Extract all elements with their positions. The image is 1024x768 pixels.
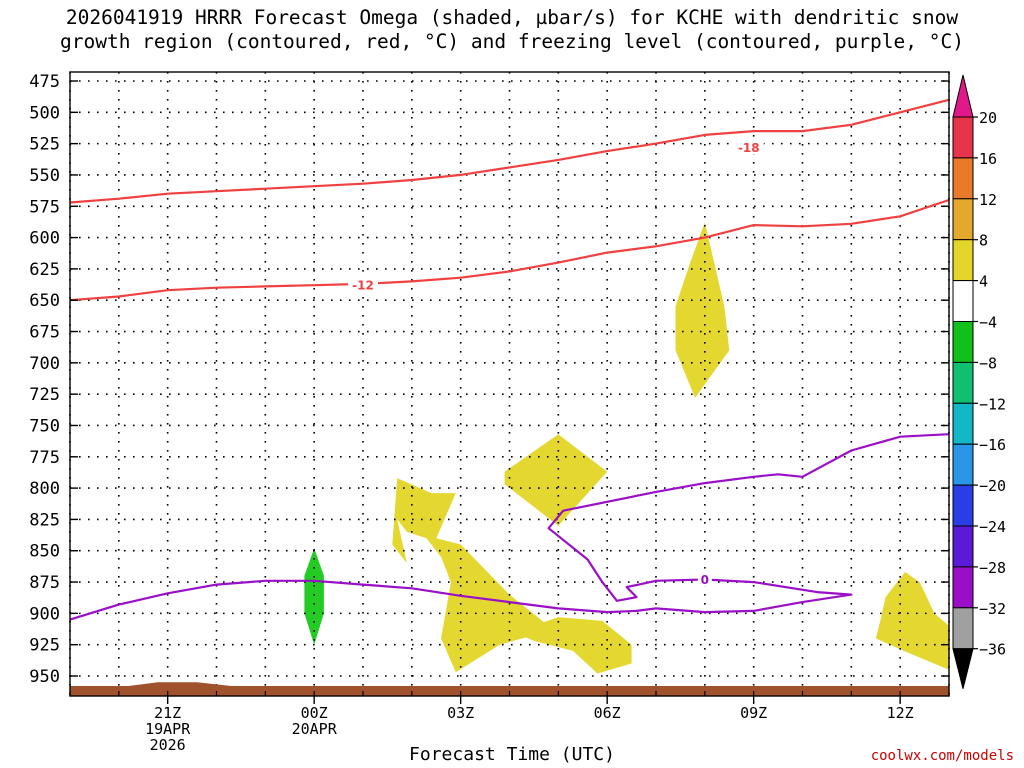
y-tick-label-575: 575	[29, 197, 60, 217]
dgz_-12-line	[69, 198, 950, 302]
freezing_0-label-bg	[697, 572, 712, 587]
colorbar-swatch-9	[952, 484, 974, 527]
x-tick-label-33-0: 09Z	[740, 704, 767, 722]
colorbar-label-7: −12	[979, 395, 1006, 413]
colorbar-bottom-arrow	[952, 648, 974, 689]
dgz_-12-label-bg	[348, 278, 378, 293]
x-tick-label-30-0: 06Z	[594, 704, 621, 722]
x-tick-label-21-0: 21Z	[154, 704, 181, 722]
colorbar-label-4: 4	[979, 273, 988, 291]
colorbar-swatch-11	[952, 566, 974, 609]
colorbar-label-1: 16	[979, 150, 997, 168]
y-tick-label-650: 650	[29, 291, 60, 311]
colorbar: 20 16 12 8 4 −4 −8 −12 −16 −20 −24 −28 −32 −36	[952, 74, 1006, 689]
y-tick-label-675: 675	[29, 323, 60, 343]
colorbar-label-11: −28	[979, 559, 1006, 577]
y-tick-label-475: 475	[29, 72, 60, 92]
dgz_-18-label: -18	[738, 141, 760, 155]
x-tick-label-36-0: 12Z	[887, 704, 914, 722]
y-tick-label-900: 900	[29, 604, 60, 624]
colorbar-label-10: −24	[979, 518, 1006, 536]
x-axis-label: Forecast Time (UTC)	[409, 744, 615, 765]
colorbar-label-12: −32	[979, 600, 1006, 618]
colorbar-label-3: 8	[979, 232, 988, 250]
contour-layer: -18 -12 0	[69, 98, 950, 621]
y-tick-label-775: 775	[29, 448, 60, 468]
dgz_-12-label: -12	[352, 279, 374, 293]
y-tick-label-750: 750	[29, 416, 60, 436]
colorbar-swatch-1	[952, 157, 974, 200]
y-tick-label-500: 500	[29, 103, 60, 123]
x-tick-label-21-1: 19APR	[145, 720, 191, 738]
chart-title-line2: growth region (contoured, red, °C) and f…	[60, 30, 964, 53]
y-tick-label-850: 850	[29, 542, 60, 562]
terrain-layer	[70, 682, 949, 696]
chart-title: 2026041919 HRRR Forecast Omega (shaded, …	[0, 6, 1024, 54]
colorbar-swatch-7	[952, 402, 974, 445]
axes-layer: 475 500 525 550 575 600 625 650 675 700 725 750 775 8…	[29, 71, 950, 754]
omega_pos_1	[392, 478, 554, 673]
omega_neg_1	[304, 548, 324, 645]
colorbar-swatch-2	[952, 198, 974, 241]
colorbar-swatch-6	[952, 361, 974, 404]
y-tick-label-925: 925	[29, 636, 60, 656]
freezing_0-line	[69, 433, 950, 621]
y-tick-label-550: 550	[29, 166, 60, 186]
y-tick-label-875: 875	[29, 573, 60, 593]
y-tick-label-800: 800	[29, 479, 60, 499]
credit-text: coolwx.com/models	[870, 748, 1014, 764]
colorbar-swatch-4	[952, 280, 974, 323]
omega_pos_4	[675, 222, 730, 398]
x-tick-label-24-0: 00Z	[301, 704, 328, 722]
y-tick-label-525: 525	[29, 135, 60, 155]
colorbar-label-8: −16	[979, 436, 1006, 454]
colorbar-label-9: −20	[979, 477, 1006, 495]
y-tick-label-825: 825	[29, 510, 60, 530]
omega-shading-layer	[304, 222, 949, 674]
y-tick-label-625: 625	[29, 260, 60, 280]
omega_pos_5	[875, 572, 949, 670]
omega_pos_2	[504, 434, 608, 526]
colorbar-top-arrow	[952, 74, 974, 118]
x-tick-label-24-1: 20APR	[292, 720, 338, 738]
x-tick-label-21-2: 2026	[150, 736, 186, 754]
freezing_0-label: 0	[701, 573, 709, 587]
colorbar-swatch-12	[952, 607, 974, 650]
y-tick-label-600: 600	[29, 229, 60, 249]
y-tick-label-725: 725	[29, 385, 60, 405]
colorbar-label-2: 12	[979, 191, 997, 209]
chart-title-line1: 2026041919 HRRR Forecast Omega (shaded, …	[65, 6, 959, 29]
dgz_-18-label-bg	[733, 140, 764, 155]
colorbar-swatch-5	[952, 321, 974, 363]
colorbar-swatch-10	[952, 525, 974, 568]
y-tick-label-950: 950	[29, 667, 60, 687]
y-tick-label-700: 700	[29, 354, 60, 374]
terrain-fill	[70, 682, 949, 696]
colorbar-swatch-3	[952, 239, 974, 282]
colorbar-label-0: 20	[979, 109, 997, 127]
omega_pos_3	[514, 617, 632, 674]
colorbar-swatch-0	[952, 116, 974, 159]
colorbar-label-13: −36	[979, 641, 1006, 659]
x-tick-label-27-0: 03Z	[447, 704, 474, 722]
colorbar-label-6: −8	[979, 354, 997, 372]
dgz_-18-line	[69, 98, 950, 204]
colorbar-label-5: −4	[979, 314, 997, 332]
colorbar-swatch-8	[952, 443, 974, 486]
